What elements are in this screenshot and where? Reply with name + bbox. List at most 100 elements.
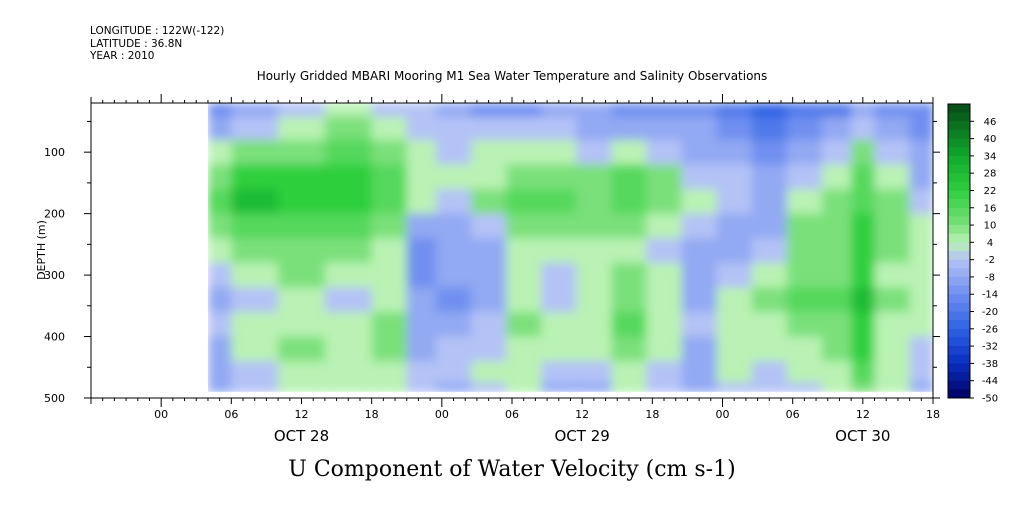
colorbar-band	[948, 242, 970, 252]
x-tick-label: 00	[435, 408, 449, 421]
heatmap-cell	[435, 238, 473, 264]
heatmap-cell	[851, 336, 876, 363]
heatmap-cell	[681, 382, 718, 393]
heatmap-cell	[324, 287, 373, 313]
heatmap-cell	[506, 361, 543, 384]
heatmap-cell	[371, 189, 408, 215]
chart-title: Hourly Gridded MBARI Mooring M1 Sea Wate…	[257, 69, 768, 83]
heatmap-cell	[506, 262, 543, 289]
heatmap-cell	[786, 213, 823, 240]
heatmap-cell	[471, 189, 508, 215]
heatmap-cell	[406, 336, 437, 363]
colorbar-band	[948, 372, 970, 382]
heatmap-cell	[786, 116, 823, 141]
heatmap-cell	[681, 287, 718, 313]
heatmap-cell	[576, 116, 613, 141]
heatmap-cell	[751, 238, 788, 264]
heatmap-cell	[909, 336, 933, 363]
heatmap-cell	[541, 311, 578, 338]
colorbar-label: -50	[982, 394, 998, 405]
colorbar-label: 46	[984, 117, 997, 128]
heatmap-cell	[506, 382, 543, 393]
heatmap-cell	[909, 103, 933, 118]
heatmap-cell	[576, 103, 613, 118]
colorbar-band	[948, 129, 970, 140]
heatmap-cell	[207, 238, 233, 264]
heatmap-cell	[371, 336, 408, 363]
heatmap-cell	[611, 361, 648, 384]
heatmap-cell	[751, 336, 788, 363]
heatmap-cell	[646, 361, 683, 384]
heatmap-cell	[646, 189, 683, 215]
heatmap-cell	[371, 213, 408, 240]
heatmap-cell	[406, 238, 437, 264]
heatmap-cell	[681, 189, 718, 215]
heatmap-cell	[646, 336, 683, 363]
heatmap-cell	[207, 311, 233, 338]
heatmap-cell	[506, 103, 543, 118]
heatmap-cell	[716, 103, 753, 118]
heatmap-cell	[324, 238, 373, 264]
heatmap-cell	[611, 382, 648, 393]
heatmap-cell	[909, 116, 933, 141]
heatmap-cell	[646, 213, 683, 240]
heatmap-cell	[207, 361, 233, 384]
heatmap-cell	[471, 116, 508, 141]
colorbar-band	[948, 121, 970, 131]
heatmap-cell	[471, 139, 508, 166]
heatmap-cell	[821, 189, 853, 215]
heatmap-cell	[646, 262, 683, 289]
heatmap-cell	[646, 116, 683, 141]
colorbar-band	[948, 199, 970, 209]
heatmap-cell	[278, 382, 326, 393]
colorbar-label: -32	[982, 342, 998, 353]
heatmap-cell	[611, 116, 648, 141]
heatmap-cell	[371, 164, 408, 191]
y-tick-label: 200	[44, 208, 65, 221]
heatmap-cell	[506, 139, 543, 166]
heatmap-cell	[681, 336, 718, 363]
colorbar-band	[948, 380, 970, 390]
colorbar-band	[948, 259, 970, 269]
heatmap-cell	[435, 164, 473, 191]
colorbar-band	[948, 164, 970, 174]
heatmap-cell	[231, 311, 280, 338]
heatmap-cell	[471, 262, 508, 289]
heatmap-cell	[874, 213, 911, 240]
colorbar-band	[948, 147, 970, 157]
heatmap-cell	[751, 287, 788, 313]
x-tick-label: 12	[575, 408, 589, 421]
heatmap-cell	[851, 103, 876, 118]
colorbar-label: 16	[984, 203, 997, 214]
heatmap-cell	[716, 361, 753, 384]
heatmap-cell	[681, 139, 718, 166]
y-tick-label: 400	[44, 331, 65, 344]
heatmap-cell	[324, 213, 373, 240]
heatmap-cell	[681, 164, 718, 191]
heatmap-cell	[541, 336, 578, 363]
heatmap-cell	[541, 287, 578, 313]
heatmap-cell	[278, 116, 326, 141]
heatmap-cell	[821, 336, 853, 363]
colorbar-band	[948, 216, 970, 226]
heatmap-cell	[406, 103, 437, 118]
heatmap-cell	[324, 361, 373, 384]
heatmap-cell	[231, 287, 280, 313]
heatmap-cell	[716, 164, 753, 191]
heatmap-cell	[611, 139, 648, 166]
heatmap-cell	[207, 336, 233, 363]
heatmap-cell	[786, 238, 823, 264]
colorbar-band	[948, 112, 970, 122]
heatmap-cell	[786, 311, 823, 338]
heatmap-cell	[406, 164, 437, 191]
colorbar-band	[948, 173, 970, 183]
y-tick-label: 500	[44, 392, 65, 405]
heatmap-cell	[541, 213, 578, 240]
heatmap-cell	[751, 189, 788, 215]
heatmap-cell	[821, 382, 853, 393]
heatmap-cell	[851, 213, 876, 240]
heatmap-cell	[681, 213, 718, 240]
heatmap-cell	[611, 213, 648, 240]
heatmap-cell	[576, 311, 613, 338]
heatmap-cell	[207, 139, 233, 166]
